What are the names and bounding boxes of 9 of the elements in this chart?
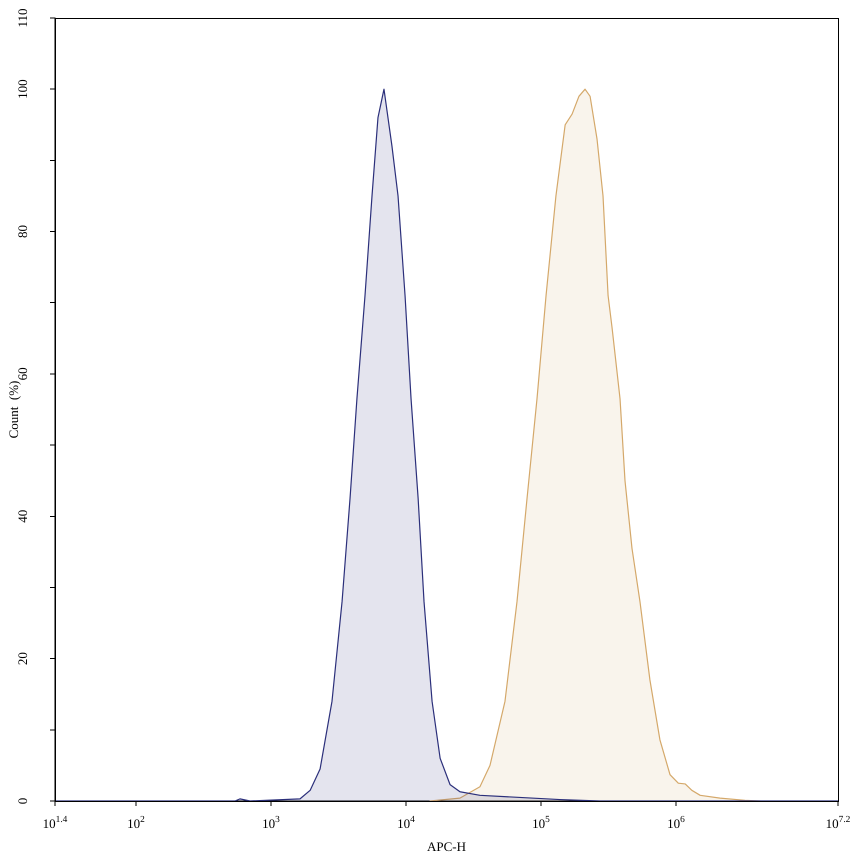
y-tick-label: 80 (15, 225, 30, 238)
y-tick-label: 100 (15, 79, 30, 99)
y-tick-label: 20 (15, 652, 30, 666)
y-tick-label: 0 (15, 798, 30, 804)
y-tick-label: 110 (15, 8, 30, 28)
y-tick-label: 40 (15, 510, 30, 523)
y-axis-title: Count (%) (6, 380, 21, 438)
x-axis-title: APC-H (426, 839, 466, 854)
y-tick-label: 60 (15, 367, 30, 380)
